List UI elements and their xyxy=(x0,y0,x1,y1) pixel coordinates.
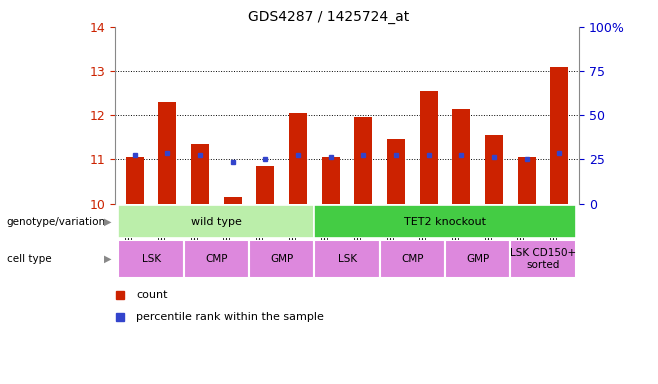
Text: LSK CD150+
sorted: LSK CD150+ sorted xyxy=(510,248,576,270)
Bar xyxy=(511,240,576,278)
Bar xyxy=(453,109,470,204)
Bar xyxy=(126,157,143,204)
Bar xyxy=(118,240,184,278)
Text: wild type: wild type xyxy=(191,217,242,227)
Bar xyxy=(159,102,176,204)
Text: LSK: LSK xyxy=(141,254,161,264)
Text: TET2 knockout: TET2 knockout xyxy=(404,217,486,227)
Bar xyxy=(551,67,569,204)
Bar xyxy=(518,157,536,204)
Bar xyxy=(249,240,315,278)
Bar xyxy=(224,197,241,204)
Bar xyxy=(257,166,274,204)
Bar xyxy=(322,157,340,204)
Bar xyxy=(315,205,576,238)
Text: GDS4287 / 1425724_at: GDS4287 / 1425724_at xyxy=(248,10,410,23)
Text: count: count xyxy=(136,290,168,300)
Text: CMP: CMP xyxy=(205,254,228,264)
Text: CMP: CMP xyxy=(401,254,424,264)
Bar xyxy=(380,240,445,278)
Bar xyxy=(445,240,511,278)
Bar xyxy=(184,240,249,278)
Bar xyxy=(191,144,209,204)
Text: cell type: cell type xyxy=(7,254,51,264)
Bar xyxy=(315,240,380,278)
Text: ▶: ▶ xyxy=(105,254,112,264)
Text: LSK: LSK xyxy=(338,254,357,264)
Bar xyxy=(420,91,438,204)
Bar xyxy=(485,135,503,204)
Text: GMP: GMP xyxy=(270,254,293,264)
Text: percentile rank within the sample: percentile rank within the sample xyxy=(136,312,324,322)
Text: genotype/variation: genotype/variation xyxy=(7,217,106,227)
Text: GMP: GMP xyxy=(466,254,490,264)
Bar xyxy=(355,118,372,204)
Bar xyxy=(289,113,307,204)
Text: ▶: ▶ xyxy=(105,217,112,227)
Bar xyxy=(118,205,315,238)
Bar xyxy=(387,139,405,204)
